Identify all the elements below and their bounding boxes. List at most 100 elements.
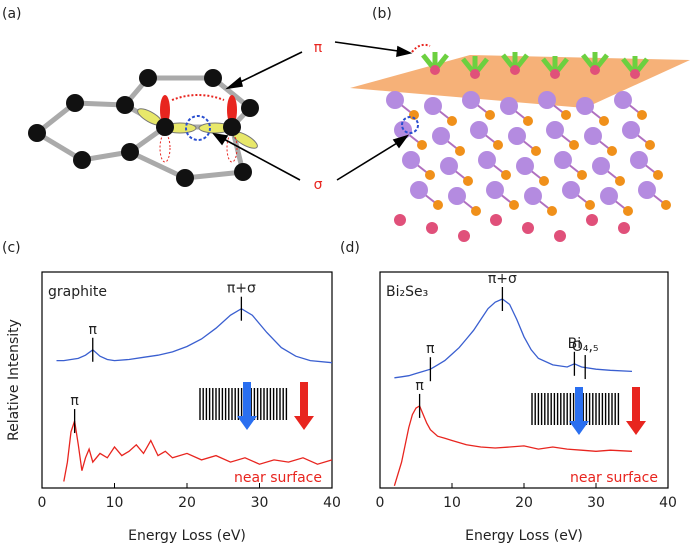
x-axis-label: Energy Loss (eV): [465, 528, 583, 544]
series-line: [63, 420, 333, 482]
bi-atom: [486, 181, 504, 199]
se-atom: [471, 206, 481, 216]
arrow-blue: [237, 382, 257, 430]
peak-label: π+σ: [227, 281, 256, 297]
panel-label: (c): [2, 240, 21, 256]
x-tick-label: 40: [323, 495, 341, 511]
surface-atom: [470, 69, 480, 79]
panel-label: (a): [2, 6, 22, 22]
se-bottom: [618, 222, 630, 234]
se-bottom: [394, 214, 406, 226]
bi-atom: [524, 187, 542, 205]
pi-orbital: [159, 133, 171, 163]
se-bottom: [586, 214, 598, 226]
se-atom: [623, 206, 633, 216]
bi-atom: [470, 121, 488, 139]
x-tick-label: 20: [515, 495, 533, 511]
sigma-label: σ: [314, 177, 323, 193]
bi-atom: [508, 127, 526, 145]
carbon-atom: [66, 94, 84, 112]
carbon-atom: [116, 96, 134, 114]
bi-atom: [592, 157, 610, 175]
bi-atom: [440, 157, 458, 175]
bi-atom: [546, 121, 564, 139]
arrow-red: [294, 382, 314, 430]
y-axis-label: Relative Intensity: [6, 319, 22, 441]
bi-atom: [562, 181, 580, 199]
surface-atom: [590, 65, 600, 75]
se-atom: [509, 200, 519, 210]
se-atom: [561, 110, 571, 120]
se-atom: [501, 170, 511, 180]
series-label: near surface: [570, 470, 658, 486]
pi-label: π: [314, 40, 323, 56]
se-atom: [599, 116, 609, 126]
carbon-atom: [28, 124, 46, 142]
graphene-model: [28, 69, 259, 187]
surface-atom: [510, 65, 520, 75]
se-bottom: [490, 214, 502, 226]
pi-bond: [171, 94, 225, 101]
peak-label: O₄,₅: [572, 339, 599, 355]
bi-atom: [410, 181, 428, 199]
se-bottom: [522, 222, 534, 234]
se-atom: [493, 140, 503, 150]
surface-atom: [550, 69, 560, 79]
bi-atom: [622, 121, 640, 139]
bi-atom: [538, 91, 556, 109]
peak-label: π: [426, 341, 435, 357]
bi-atom: [576, 97, 594, 115]
bi-atom: [462, 91, 480, 109]
se-atom: [425, 170, 435, 180]
se-atom: [615, 176, 625, 186]
bond: [128, 149, 187, 181]
se-bottom: [554, 230, 566, 242]
se-atom: [569, 140, 579, 150]
bi-atom: [500, 97, 518, 115]
bi-atom: [478, 151, 496, 169]
panel-label: (d): [340, 240, 360, 256]
se-atom: [539, 176, 549, 186]
bi-atom: [630, 151, 648, 169]
x-tick-label: 0: [38, 495, 47, 511]
se-atom: [577, 170, 587, 180]
carbon-atom: [241, 99, 259, 117]
se-bottom: [426, 222, 438, 234]
carbon-atom: [234, 163, 252, 181]
pi-orbital: [226, 133, 238, 163]
se-atom: [523, 116, 533, 126]
surface-atom: [630, 69, 640, 79]
bi-atom: [554, 151, 572, 169]
arrow-red: [626, 387, 646, 435]
x-tick-label: 40: [659, 495, 677, 511]
se-atom: [455, 146, 465, 156]
se-atom: [531, 146, 541, 156]
bi-atom: [584, 127, 602, 145]
x-tick-label: 0: [376, 495, 385, 511]
pi-orbital: [227, 95, 237, 125]
bi-atom: [638, 181, 656, 199]
series-line: [56, 307, 333, 364]
bi-atom: [424, 97, 442, 115]
pi-state: [411, 43, 431, 53]
peak-label: π: [70, 393, 79, 409]
bi-atom: [448, 187, 466, 205]
bi-atom: [402, 151, 420, 169]
x-tick-label: 10: [106, 495, 124, 511]
peak-label: π+σ: [488, 271, 517, 287]
plot-frame: [41, 271, 333, 489]
x-tick-label: 30: [251, 495, 269, 511]
bi-atom: [432, 127, 450, 145]
se-atom: [485, 110, 495, 120]
surface-atom: [430, 65, 440, 75]
x-tick-label: 30: [587, 495, 605, 511]
bond: [184, 169, 244, 181]
x-tick-label: 10: [443, 495, 461, 511]
se-atom: [547, 206, 557, 216]
se-atom: [607, 146, 617, 156]
se-atom: [447, 116, 457, 126]
se-atom: [661, 200, 671, 210]
se-atom: [637, 110, 647, 120]
